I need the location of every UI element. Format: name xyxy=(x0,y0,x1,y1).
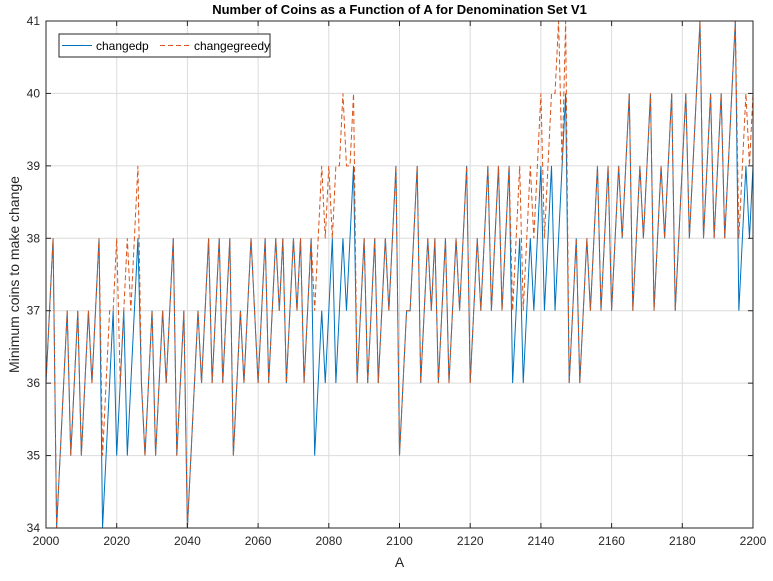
x-tick-label: 2020 xyxy=(103,534,130,548)
y-tick-label: 37 xyxy=(27,304,41,318)
series-group xyxy=(45,20,754,529)
y-axis-label: Minimum coins to make change xyxy=(6,176,22,373)
axis-ticks: 2000 2020 2040 2060 2080 2100 2120 2140 2160 2180… xyxy=(27,14,767,548)
y-tick-label: 34 xyxy=(27,521,41,535)
x-tick-label: 2160 xyxy=(598,534,625,548)
legend-label-changedp: changedp xyxy=(96,39,149,53)
x-tick-label: 2040 xyxy=(174,534,201,548)
y-tick-label: 41 xyxy=(27,14,41,28)
x-tick-label: 2180 xyxy=(669,534,696,548)
y-tick-label: 35 xyxy=(27,449,41,463)
x-tick-label: 2120 xyxy=(457,534,484,548)
x-tick-label: 2200 xyxy=(740,534,767,548)
x-tick-label: 2080 xyxy=(315,534,342,548)
x-tick-label: 2100 xyxy=(386,534,413,548)
series-line-changegreedy xyxy=(45,20,754,529)
legend: changedp changegreedy xyxy=(58,33,271,58)
y-tick-label: 40 xyxy=(27,86,41,100)
y-tick-label: 39 xyxy=(27,159,41,173)
chart-title: Number of Coins as a Function of A for D… xyxy=(212,2,587,17)
x-axis-label: A xyxy=(395,554,405,570)
legend-label-changegreedy: changegreedy xyxy=(194,39,270,53)
y-tick-label: 36 xyxy=(27,376,41,390)
x-tick-label: 2000 xyxy=(33,534,60,548)
y-tick-label: 38 xyxy=(27,231,41,245)
x-tick-label: 2140 xyxy=(528,534,555,548)
x-tick-label: 2060 xyxy=(245,534,272,548)
